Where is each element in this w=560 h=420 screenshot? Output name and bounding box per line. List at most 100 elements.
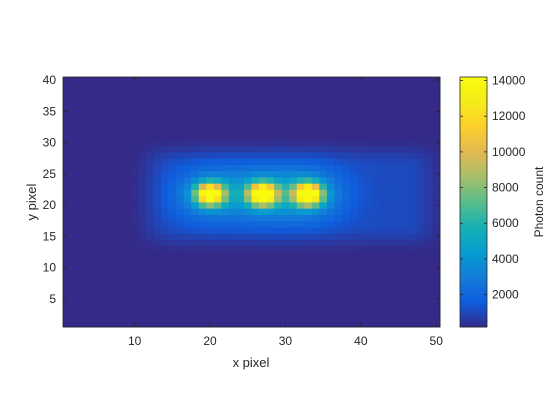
- heatmap-cell: [63, 189, 71, 197]
- heatmap-cell: [274, 120, 283, 128]
- heatmap-cell: [289, 264, 298, 272]
- heatmap-cell: [311, 139, 320, 147]
- heatmap-cell: [145, 133, 154, 140]
- heatmap-cell: [402, 239, 411, 247]
- heatmap-cell: [78, 264, 87, 272]
- heatmap-cell: [304, 133, 313, 140]
- heatmap-cell: [289, 214, 298, 222]
- heatmap-cell: [191, 220, 200, 228]
- heatmap-cell: [319, 139, 328, 147]
- colorbar-segment: [460, 81, 487, 84]
- heatmap-cell: [123, 95, 132, 103]
- heatmap-cell: [349, 152, 358, 159]
- heatmap-cell: [402, 95, 411, 103]
- heatmap-cell: [236, 258, 245, 265]
- heatmap-cell: [176, 170, 185, 178]
- heatmap-cell: [394, 170, 403, 178]
- heatmap-cell: [243, 89, 252, 97]
- heatmap-cell: [402, 264, 411, 272]
- heatmap-cell: [198, 252, 207, 259]
- heatmap-cell: [296, 308, 305, 315]
- heatmap-cell: [296, 258, 305, 265]
- heatmap-cell: [63, 158, 71, 165]
- heatmap-cell: [304, 158, 313, 165]
- colorbar-segment: [460, 215, 487, 218]
- heatmap-cell: [281, 283, 290, 290]
- heatmap-cell: [63, 183, 71, 190]
- heatmap-cell: [372, 220, 381, 228]
- colorbar-segment: [460, 253, 487, 256]
- heatmap-cell: [364, 239, 373, 247]
- heatmap-cell: [213, 239, 222, 247]
- heatmap-cell: [138, 208, 147, 215]
- heatmap-cell: [432, 133, 441, 140]
- heatmap-cell: [379, 233, 388, 240]
- heatmap-cell: [176, 177, 185, 184]
- heatmap-cell: [100, 227, 109, 234]
- heatmap-cell: [289, 295, 298, 303]
- heatmap-cell: [274, 258, 283, 265]
- colorbar-segment: [460, 271, 487, 274]
- x-tick-label: 40: [354, 334, 368, 348]
- colorbar-segment: [460, 153, 487, 156]
- heatmap-cell: [424, 164, 433, 172]
- heatmap-cell: [168, 283, 177, 290]
- heatmap-cell: [100, 233, 109, 240]
- heatmap-cell: [357, 95, 365, 103]
- heatmap-cell: [364, 102, 373, 109]
- heatmap-cell: [115, 308, 124, 315]
- heatmap-cell: [236, 170, 245, 178]
- heatmap-cell: [130, 170, 139, 178]
- heatmap-cell: [326, 208, 335, 215]
- heatmap-cell: [243, 289, 252, 297]
- heatmap-cell: [70, 158, 79, 165]
- heatmap-cell: [289, 83, 298, 90]
- heatmap-cell: [304, 164, 313, 172]
- heatmap-cell: [357, 233, 365, 240]
- heatmap-cell: [266, 233, 275, 240]
- heatmap-cell: [289, 202, 298, 209]
- heatmap-cell: [63, 102, 71, 109]
- heatmap-cell: [266, 252, 275, 259]
- heatmap-cell: [213, 102, 222, 109]
- heatmap-cell: [236, 177, 245, 184]
- colorbar-segment: [460, 205, 487, 208]
- heatmap-cell: [409, 77, 418, 84]
- heatmap-cell: [259, 289, 267, 297]
- heatmap-cell: [432, 177, 441, 184]
- heatmap-cell: [304, 108, 313, 115]
- heatmap-cell: [198, 208, 207, 215]
- heatmap-cell: [243, 83, 252, 90]
- heatmap-cell: [357, 170, 365, 178]
- colorbar-segment: [460, 313, 487, 316]
- heatmap-cell: [198, 214, 207, 222]
- heatmap-cell: [319, 89, 328, 97]
- heatmap-cell: [432, 189, 441, 197]
- heatmap-cell: [198, 95, 207, 103]
- heatmap-cell: [130, 158, 139, 165]
- heatmap-cell: [349, 195, 358, 203]
- heatmap-cell: [161, 202, 169, 209]
- heatmap-cell: [281, 95, 290, 103]
- heatmap-cell: [176, 127, 185, 134]
- heatmap-cell: [108, 239, 117, 247]
- heatmap-cell: [432, 208, 441, 215]
- heatmap-cell: [387, 102, 396, 109]
- heatmap-cell: [394, 220, 403, 228]
- heatmap-cell: [281, 102, 290, 109]
- heatmap-cell: [432, 314, 441, 322]
- heatmap-cell: [206, 202, 215, 209]
- heatmap-cell: [213, 233, 222, 240]
- heatmap-cell: [364, 83, 373, 90]
- heatmap-cell: [417, 233, 426, 240]
- heatmap-cell: [70, 277, 79, 284]
- heatmap-cell: [115, 152, 124, 159]
- heatmap-cell: [183, 195, 192, 203]
- heatmap-cell: [63, 214, 71, 222]
- heatmap-cell: [334, 202, 343, 209]
- heatmap-cell: [115, 270, 124, 278]
- heatmap-cell: [409, 295, 418, 303]
- heatmap-cell: [183, 233, 192, 240]
- heatmap-cell: [85, 139, 94, 147]
- heatmap-cell: [266, 77, 275, 84]
